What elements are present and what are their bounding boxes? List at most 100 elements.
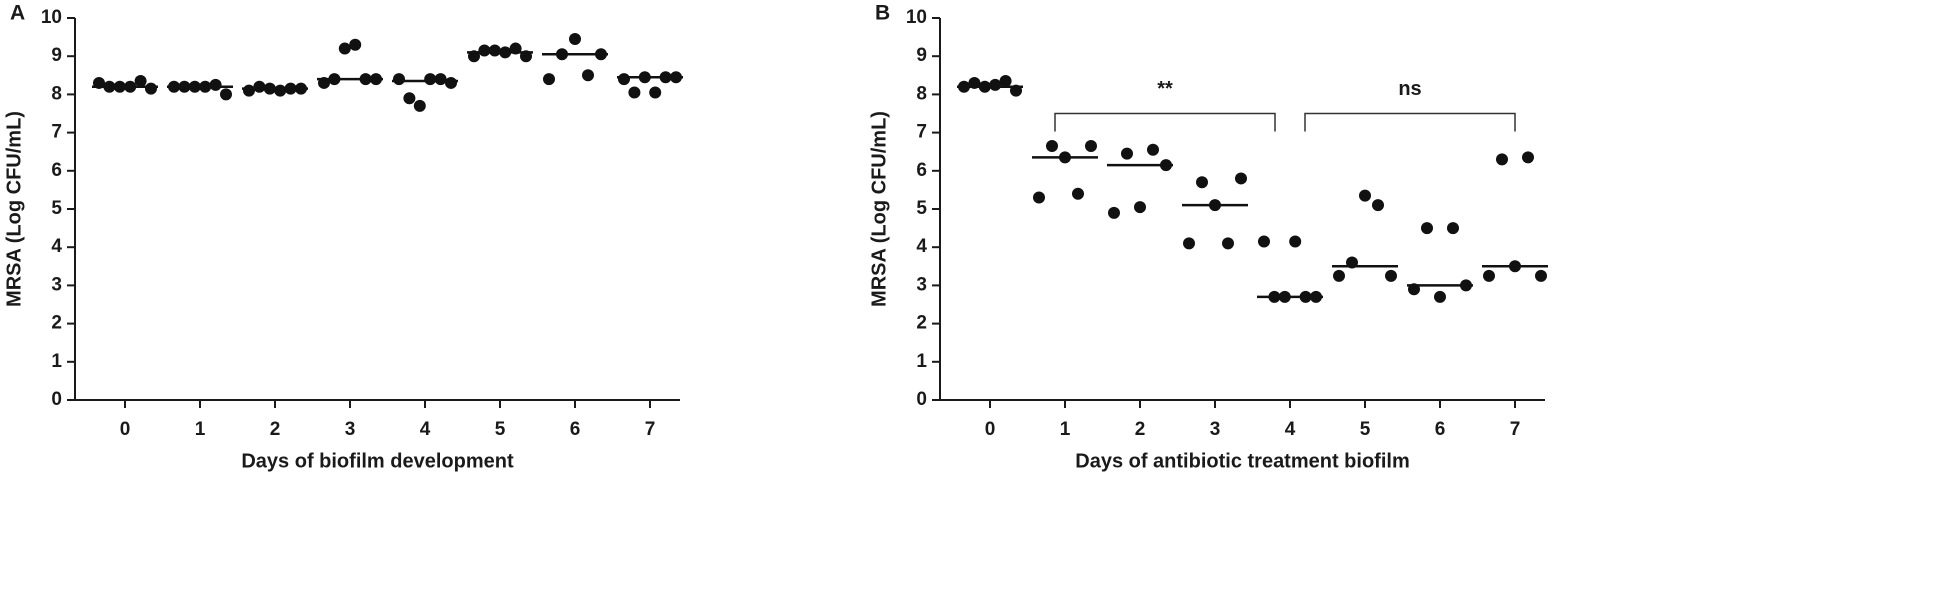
data-point — [999, 75, 1012, 88]
panel-label: A — [10, 2, 25, 25]
panel-label: B — [875, 2, 890, 25]
y-tick-label: 0 — [916, 389, 927, 410]
y-tick-label: 10 — [41, 7, 62, 28]
y-axis-title: MRSA (Log CFU/mL) — [3, 111, 25, 307]
y-tick-label: 7 — [916, 122, 927, 143]
data-point — [134, 75, 147, 88]
x-tick-label: 3 — [345, 419, 356, 440]
data-point — [1085, 139, 1097, 152]
data-point — [413, 99, 426, 112]
x-tick-label: 2 — [1135, 419, 1146, 440]
y-tick-label: 4 — [916, 236, 927, 257]
y-axis-title: MRSA (Log CFU/mL) — [868, 111, 890, 307]
data-point — [1196, 176, 1208, 189]
data-point — [1183, 237, 1195, 250]
significance-label: ** — [1157, 78, 1173, 100]
x-tick-label: 2 — [270, 419, 281, 440]
y-tick-label: 4 — [51, 236, 62, 257]
x-tick-label: 5 — [495, 419, 506, 440]
data-point — [1483, 269, 1495, 282]
data-point — [253, 80, 266, 93]
x-tick-label: 4 — [420, 419, 431, 440]
data-point — [1434, 290, 1446, 303]
x-tick-label: 0 — [985, 419, 996, 440]
significance-label: ns — [1398, 78, 1421, 100]
data-point — [1289, 235, 1302, 248]
y-tick-label: 5 — [916, 198, 927, 219]
data-point — [209, 78, 222, 91]
data-point — [478, 44, 491, 57]
data-point — [434, 73, 447, 86]
data-point — [220, 88, 232, 101]
data-point — [989, 78, 1002, 91]
data-point — [1108, 206, 1120, 219]
data-point — [569, 33, 581, 46]
data-point — [1359, 189, 1371, 202]
data-point — [1522, 151, 1534, 164]
x-tick-label: 1 — [1060, 419, 1071, 440]
x-tick-label: 6 — [1435, 419, 1446, 440]
data-point — [349, 38, 362, 51]
y-tick-label: 8 — [51, 83, 62, 104]
data-point — [338, 42, 351, 55]
x-axis-title: Days of biofilm development — [241, 450, 514, 472]
data-point — [628, 86, 641, 99]
y-tick-label: 2 — [916, 313, 927, 334]
data-point — [243, 84, 255, 97]
data-point — [1121, 147, 1133, 160]
data-point — [145, 82, 157, 95]
data-point — [1258, 235, 1270, 248]
data-point — [1134, 201, 1146, 214]
y-tick-label: 7 — [51, 122, 62, 143]
x-tick-label: 1 — [195, 419, 206, 440]
data-point — [1385, 269, 1397, 282]
data-point — [1496, 153, 1508, 166]
significance-bracket — [1304, 112, 1516, 132]
y-tick-label: 3 — [916, 274, 927, 295]
y-tick-label: 6 — [51, 160, 62, 181]
data-point — [1535, 269, 1547, 282]
data-point — [1372, 199, 1384, 212]
data-point — [649, 86, 662, 99]
data-point — [1072, 187, 1084, 200]
y-tick-label: 9 — [916, 45, 927, 66]
data-point — [1235, 172, 1247, 185]
data-point — [1333, 269, 1345, 282]
significance-bracket — [1054, 112, 1276, 132]
data-point — [1447, 222, 1459, 235]
data-point — [618, 73, 630, 86]
data-point — [393, 73, 405, 86]
x-tick-label: 7 — [1510, 419, 1521, 440]
x-axis-title: Days of antibiotic treatment biofilm — [1075, 450, 1409, 472]
data-point — [1033, 191, 1045, 204]
x-tick-label: 6 — [570, 419, 581, 440]
y-tick-label: 6 — [916, 160, 927, 181]
data-point — [543, 73, 555, 86]
data-point — [1147, 143, 1159, 156]
data-point — [1222, 237, 1234, 250]
x-tick-label: 4 — [1285, 419, 1296, 440]
y-tick-label: 10 — [906, 7, 927, 28]
data-point — [424, 73, 437, 86]
data-point — [445, 76, 457, 89]
x-tick-label: 3 — [1210, 419, 1221, 440]
data-point — [274, 84, 287, 97]
x-tick-label: 5 — [1360, 419, 1371, 440]
x-tick-label: 7 — [645, 419, 656, 440]
y-tick-label: 5 — [51, 198, 62, 219]
x-tick-label: 0 — [120, 419, 131, 440]
data-point — [1046, 139, 1058, 152]
data-point — [403, 92, 416, 105]
y-tick-label: 1 — [916, 351, 927, 372]
y-tick-label: 0 — [51, 389, 62, 410]
y-tick-label: 2 — [51, 313, 62, 334]
y-tick-label: 1 — [51, 351, 62, 372]
y-tick-label: 9 — [51, 45, 62, 66]
y-tick-label: 3 — [51, 274, 62, 295]
data-point — [582, 69, 594, 82]
data-point — [1421, 222, 1433, 235]
y-tick-label: 8 — [916, 83, 927, 104]
data-point — [488, 44, 501, 57]
